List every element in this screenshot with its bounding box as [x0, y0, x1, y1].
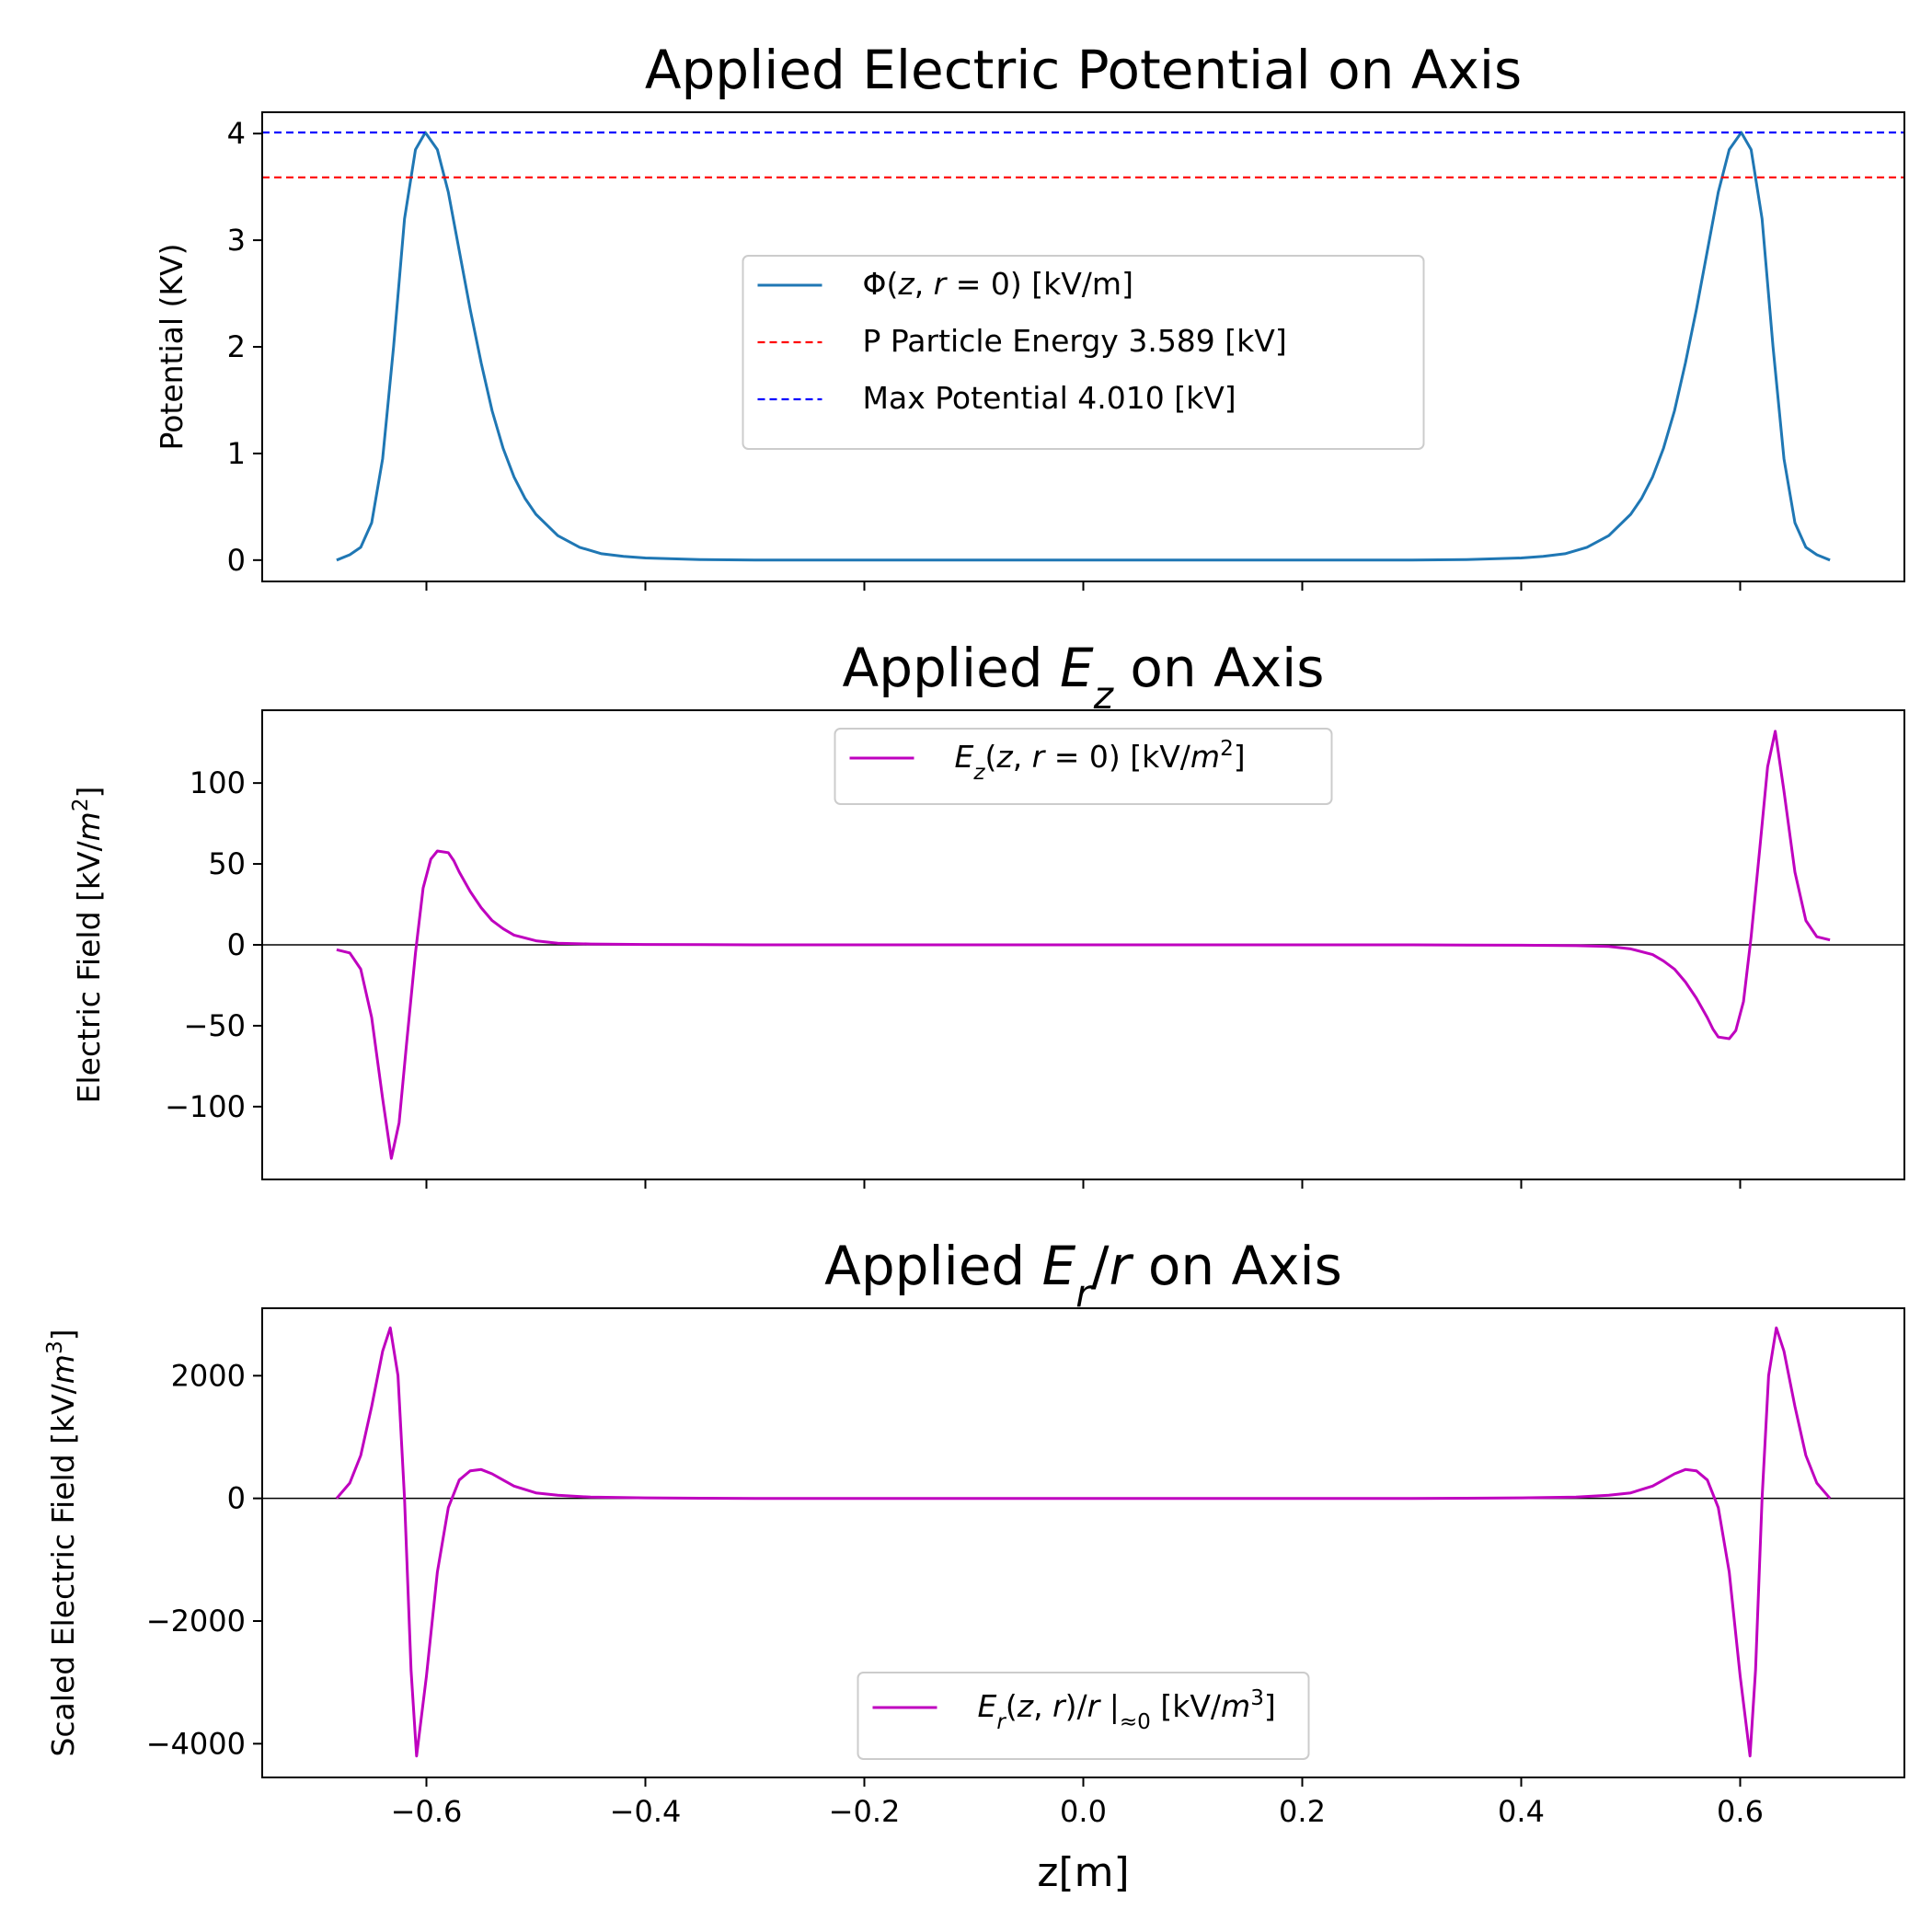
legend: Φ(z, r = 0) [kV/m] P Particle Energy 3.58…	[742, 255, 1425, 450]
plot-area	[262, 131, 1904, 562]
series-line-1	[336, 131, 1831, 562]
legend-box	[834, 728, 1333, 805]
legend-label: Er(z, r)/r |≈0 [kV/m3]	[978, 1686, 1276, 1734]
y-axis-label: Scaled Electric Field [kV/m3]	[43, 1328, 81, 1756]
panel-2: Applied Ez on Axis Electric Field [kV/m2]…	[69, 637, 1905, 1189]
y-axis-label: Potential (KV)	[154, 243, 190, 450]
x-tick-label: 0.2	[1279, 1794, 1326, 1829]
axes-frame	[261, 709, 1905, 1180]
y-axis-label: Electric Field [kV/m2]	[69, 787, 107, 1104]
panel-title: Applied Er/r on Axis	[824, 1235, 1342, 1316]
y-tick-label: −100	[165, 1089, 246, 1124]
y-tick-label: 100	[190, 765, 246, 800]
y-tick-label: 4	[227, 116, 246, 151]
legend-label: Φ(z, r = 0) [kV/m]	[863, 266, 1133, 302]
series-line-1	[336, 730, 1831, 1160]
y-tick-label: 0	[227, 1481, 246, 1516]
y-tick-label: 1	[227, 436, 246, 471]
series-line-1	[335, 1326, 1832, 1758]
y-tick-label: 0	[227, 927, 246, 962]
y-tick-label: 2	[227, 329, 246, 364]
panel-1: Applied Electric Potential on Axis Potent…	[154, 39, 1905, 591]
x-tick-label: −0.6	[391, 1794, 463, 1829]
legend: Er(z, r)/r |≈0 [kV/m3]	[857, 1672, 1310, 1760]
axes-frame	[261, 111, 1905, 582]
x-tick-label: −0.4	[610, 1794, 682, 1829]
x-tick-label: −0.2	[829, 1794, 901, 1829]
x-tick-label: 0.0	[1060, 1794, 1107, 1829]
legend-box	[742, 255, 1425, 450]
panel-3: Applied Er/r on Axis Scaled Electric Fiel…	[43, 1235, 1905, 1829]
y-tick-label: 50	[208, 846, 246, 881]
y-tick-label: 0	[227, 543, 246, 578]
x-axis-label: z[m]	[1037, 1849, 1129, 1896]
y-tick-label: 3	[227, 223, 246, 258]
panel-title: Applied Electric Potential on Axis	[645, 39, 1522, 101]
axes-frame	[261, 1307, 1905, 1778]
x-tick-label: 0.4	[1498, 1794, 1545, 1829]
plot-area	[262, 730, 1904, 1160]
y-tick-label: −2000	[146, 1604, 246, 1639]
legend: Ez(z, r = 0) [kV/m2]	[834, 728, 1333, 805]
y-tick-label: 2000	[171, 1358, 246, 1393]
y-tick-label: −4000	[146, 1726, 246, 1761]
legend-label: Ez(z, r = 0) [kV/m2]	[955, 737, 1246, 785]
legend-label: P Particle Energy 3.589 [kV]	[863, 323, 1287, 359]
legend-label: Max Potential 4.010 [kV]	[863, 380, 1236, 416]
legend-box	[857, 1672, 1310, 1760]
x-tick-label: 0.6	[1717, 1794, 1764, 1829]
panel-title: Applied Ez on Axis	[843, 637, 1325, 718]
y-tick-label: −50	[183, 1008, 246, 1043]
plot-area	[262, 1326, 1904, 1758]
